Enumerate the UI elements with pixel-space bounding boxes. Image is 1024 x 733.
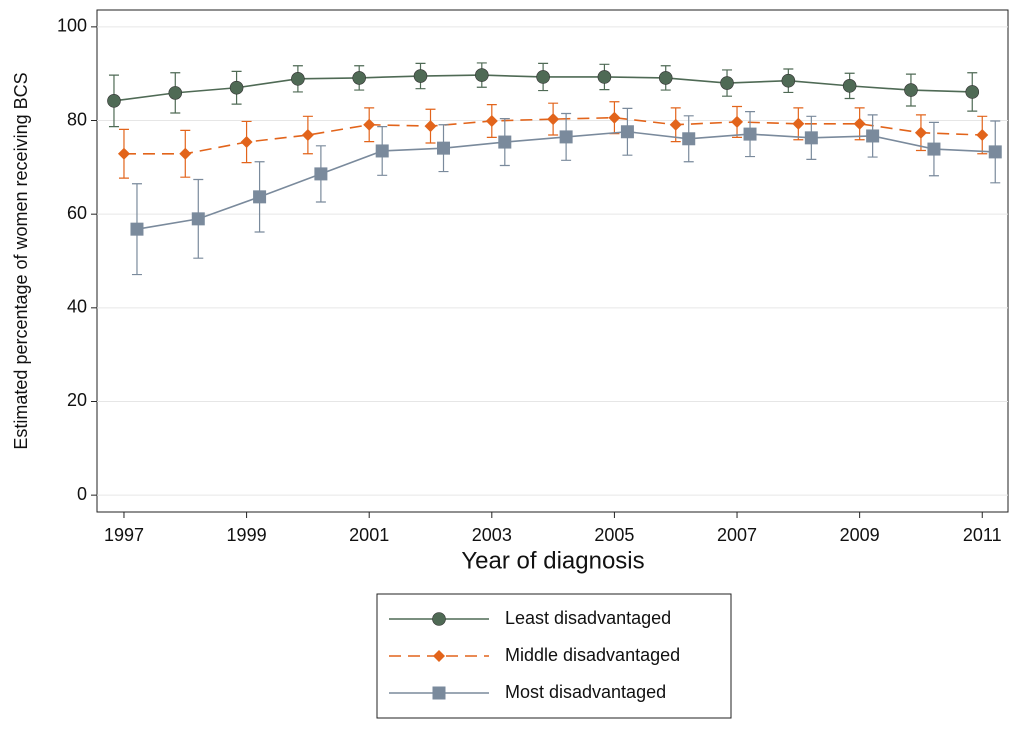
data-point	[485, 114, 498, 127]
data-point	[240, 136, 253, 149]
data-point	[314, 167, 328, 181]
legend-label: Middle disadvantaged	[505, 645, 680, 665]
data-point	[842, 79, 857, 93]
data-point	[168, 86, 183, 100]
y-tick-label: 100	[57, 16, 87, 36]
x-tick-label: 2005	[594, 525, 634, 545]
data-point	[658, 71, 673, 85]
data-point	[682, 132, 696, 146]
data-point	[191, 212, 205, 226]
data-point	[559, 130, 573, 144]
y-tick-label: 20	[67, 390, 87, 410]
data-point	[375, 144, 389, 158]
y-axis-label: Estimated percentage of women receiving …	[11, 72, 31, 449]
data-point	[781, 73, 796, 88]
data-point	[792, 117, 805, 130]
plot-frame	[96, 9, 1009, 513]
data-point	[301, 129, 314, 142]
x-tick-label: 2007	[717, 525, 757, 545]
data-point	[669, 118, 682, 131]
data-point	[130, 222, 144, 236]
data-point	[927, 142, 941, 156]
data-point	[229, 80, 244, 95]
data-point	[720, 76, 734, 90]
data-point	[424, 120, 437, 133]
data-point	[291, 72, 305, 86]
data-point	[352, 71, 366, 85]
data-point	[179, 147, 192, 160]
data-point	[117, 147, 130, 160]
x-tick-label: 1997	[104, 525, 144, 545]
data-point	[413, 69, 428, 83]
data-point	[866, 129, 880, 143]
data-point	[536, 70, 550, 84]
x-tick-label: 2009	[840, 525, 880, 545]
data-point	[853, 117, 866, 130]
y-tick-label: 80	[67, 109, 87, 129]
data-point	[965, 85, 980, 99]
data-point	[253, 190, 267, 204]
data-point	[904, 83, 918, 97]
y-tick-label: 40	[67, 297, 87, 317]
y-tick-label: 60	[67, 203, 87, 223]
data-point	[597, 70, 612, 84]
data-point	[498, 135, 512, 149]
x-axis-label: Year of diagnosis	[461, 547, 644, 574]
x-tick-label: 2011	[963, 525, 1002, 545]
data-point	[475, 68, 489, 82]
legend-label: Most disadvantaged	[505, 682, 666, 702]
data-point	[608, 111, 621, 124]
data-point	[743, 127, 757, 141]
data-point	[547, 113, 560, 126]
data-point	[620, 125, 634, 139]
x-tick-label: 1999	[227, 525, 267, 545]
data-point	[731, 115, 744, 128]
y-tick-label: 0	[77, 484, 87, 504]
x-tick-label: 2003	[472, 525, 512, 545]
legend-marker	[433, 650, 445, 662]
data-point	[976, 129, 989, 142]
data-point	[437, 141, 451, 155]
series-line	[123, 116, 983, 155]
data-point	[804, 131, 818, 145]
data-point	[363, 118, 376, 131]
legend-marker	[432, 612, 446, 626]
data-point	[988, 145, 1002, 159]
data-point	[107, 94, 121, 108]
data-point	[914, 126, 927, 139]
legend-marker	[432, 686, 446, 700]
x-tick-label: 2001	[349, 525, 389, 545]
legend-label: Least disadvantaged	[505, 608, 671, 628]
